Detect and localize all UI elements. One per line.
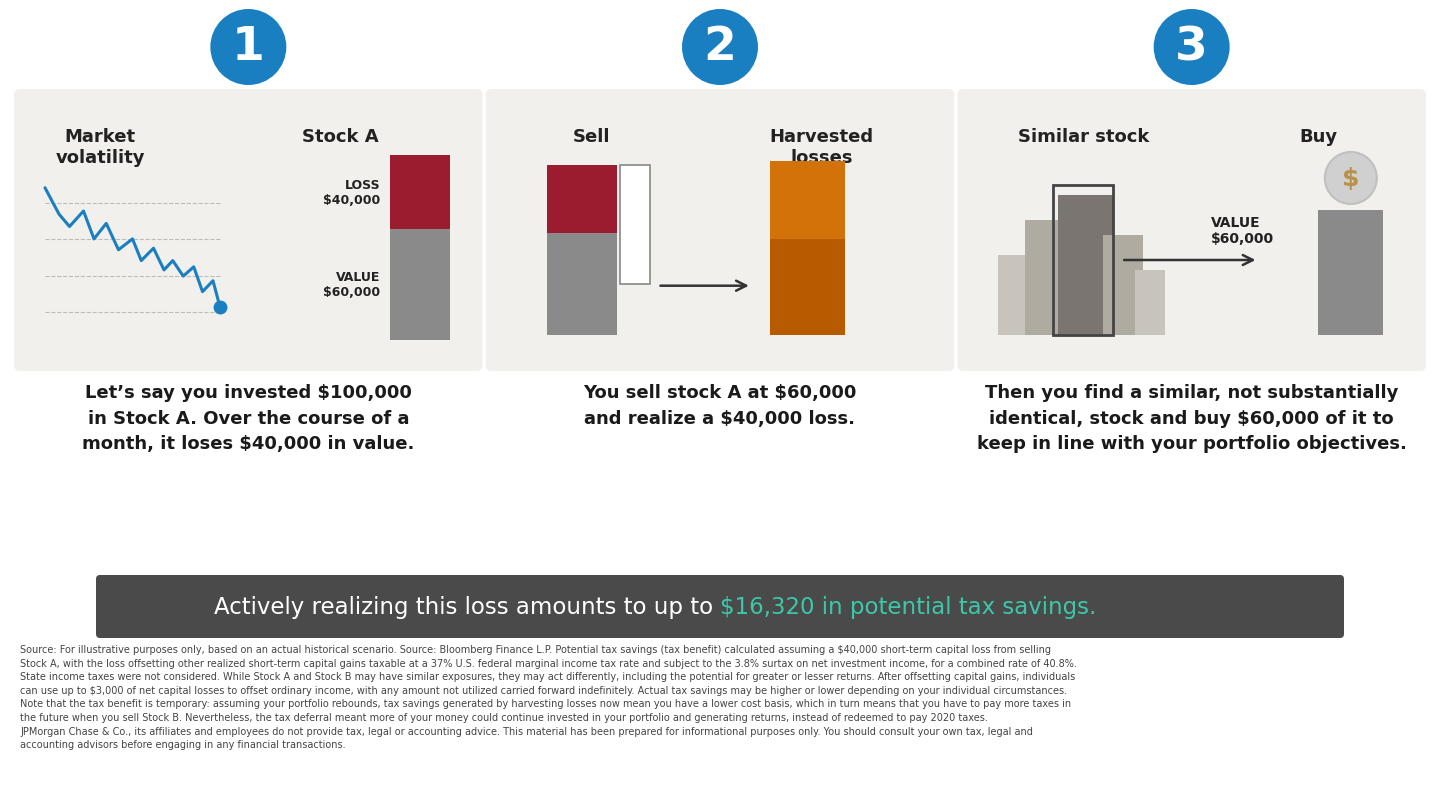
Text: $16,320 in potential tax savings.: $16,320 in potential tax savings.	[720, 595, 1096, 618]
Bar	[547, 234, 616, 336]
FancyBboxPatch shape	[14, 90, 482, 371]
Text: You sell stock A at $60,000
and realize a $40,000 loss.: You sell stock A at $60,000 and realize …	[583, 384, 857, 427]
Bar	[1025, 221, 1066, 336]
Bar	[1058, 195, 1113, 336]
Bar	[390, 230, 449, 341]
Bar	[998, 255, 1028, 336]
Text: 2: 2	[704, 25, 736, 71]
Text: Source: For illustrative purposes only, based on an actual historical scenario. : Source: For illustrative purposes only, …	[20, 644, 1077, 749]
Bar	[769, 240, 845, 336]
Bar	[1053, 186, 1113, 336]
Bar	[1319, 211, 1384, 336]
Bar	[1135, 271, 1165, 336]
Text: Sell: Sell	[573, 128, 611, 146]
Text: Buy: Buy	[1299, 128, 1338, 146]
Text: Let’s say you invested $100,000
in Stock A. Over the course of a
month, it loses: Let’s say you invested $100,000 in Stock…	[82, 384, 415, 453]
Text: Then you find a similar, not substantially
identical, stock and buy $60,000 of i: Then you find a similar, not substantial…	[976, 384, 1407, 453]
Text: Similar stock: Similar stock	[1018, 128, 1149, 146]
Text: VALUE
$60,000: VALUE $60,000	[1211, 216, 1274, 246]
Bar	[547, 165, 616, 234]
Text: Actively realizing this loss amounts to up to: Actively realizing this loss amounts to …	[213, 595, 720, 618]
Text: $: $	[1342, 167, 1359, 191]
Circle shape	[1325, 152, 1377, 204]
Circle shape	[1153, 10, 1230, 86]
FancyBboxPatch shape	[958, 90, 1426, 371]
Text: Market
volatility: Market volatility	[55, 128, 145, 166]
Text: Stock A: Stock A	[302, 128, 379, 146]
Bar	[619, 165, 649, 285]
Circle shape	[210, 10, 287, 86]
FancyBboxPatch shape	[96, 575, 1344, 638]
Text: VALUE
$60,000: VALUE $60,000	[323, 271, 380, 299]
Bar	[1103, 236, 1143, 336]
Bar	[769, 162, 845, 240]
Text: Harvested
losses: Harvested losses	[769, 128, 874, 166]
Text: 3: 3	[1175, 25, 1208, 71]
Circle shape	[683, 10, 757, 86]
Text: LOSS
$40,000: LOSS $40,000	[323, 178, 380, 207]
FancyBboxPatch shape	[485, 90, 955, 371]
Bar	[390, 156, 449, 230]
Text: 1: 1	[232, 25, 265, 71]
